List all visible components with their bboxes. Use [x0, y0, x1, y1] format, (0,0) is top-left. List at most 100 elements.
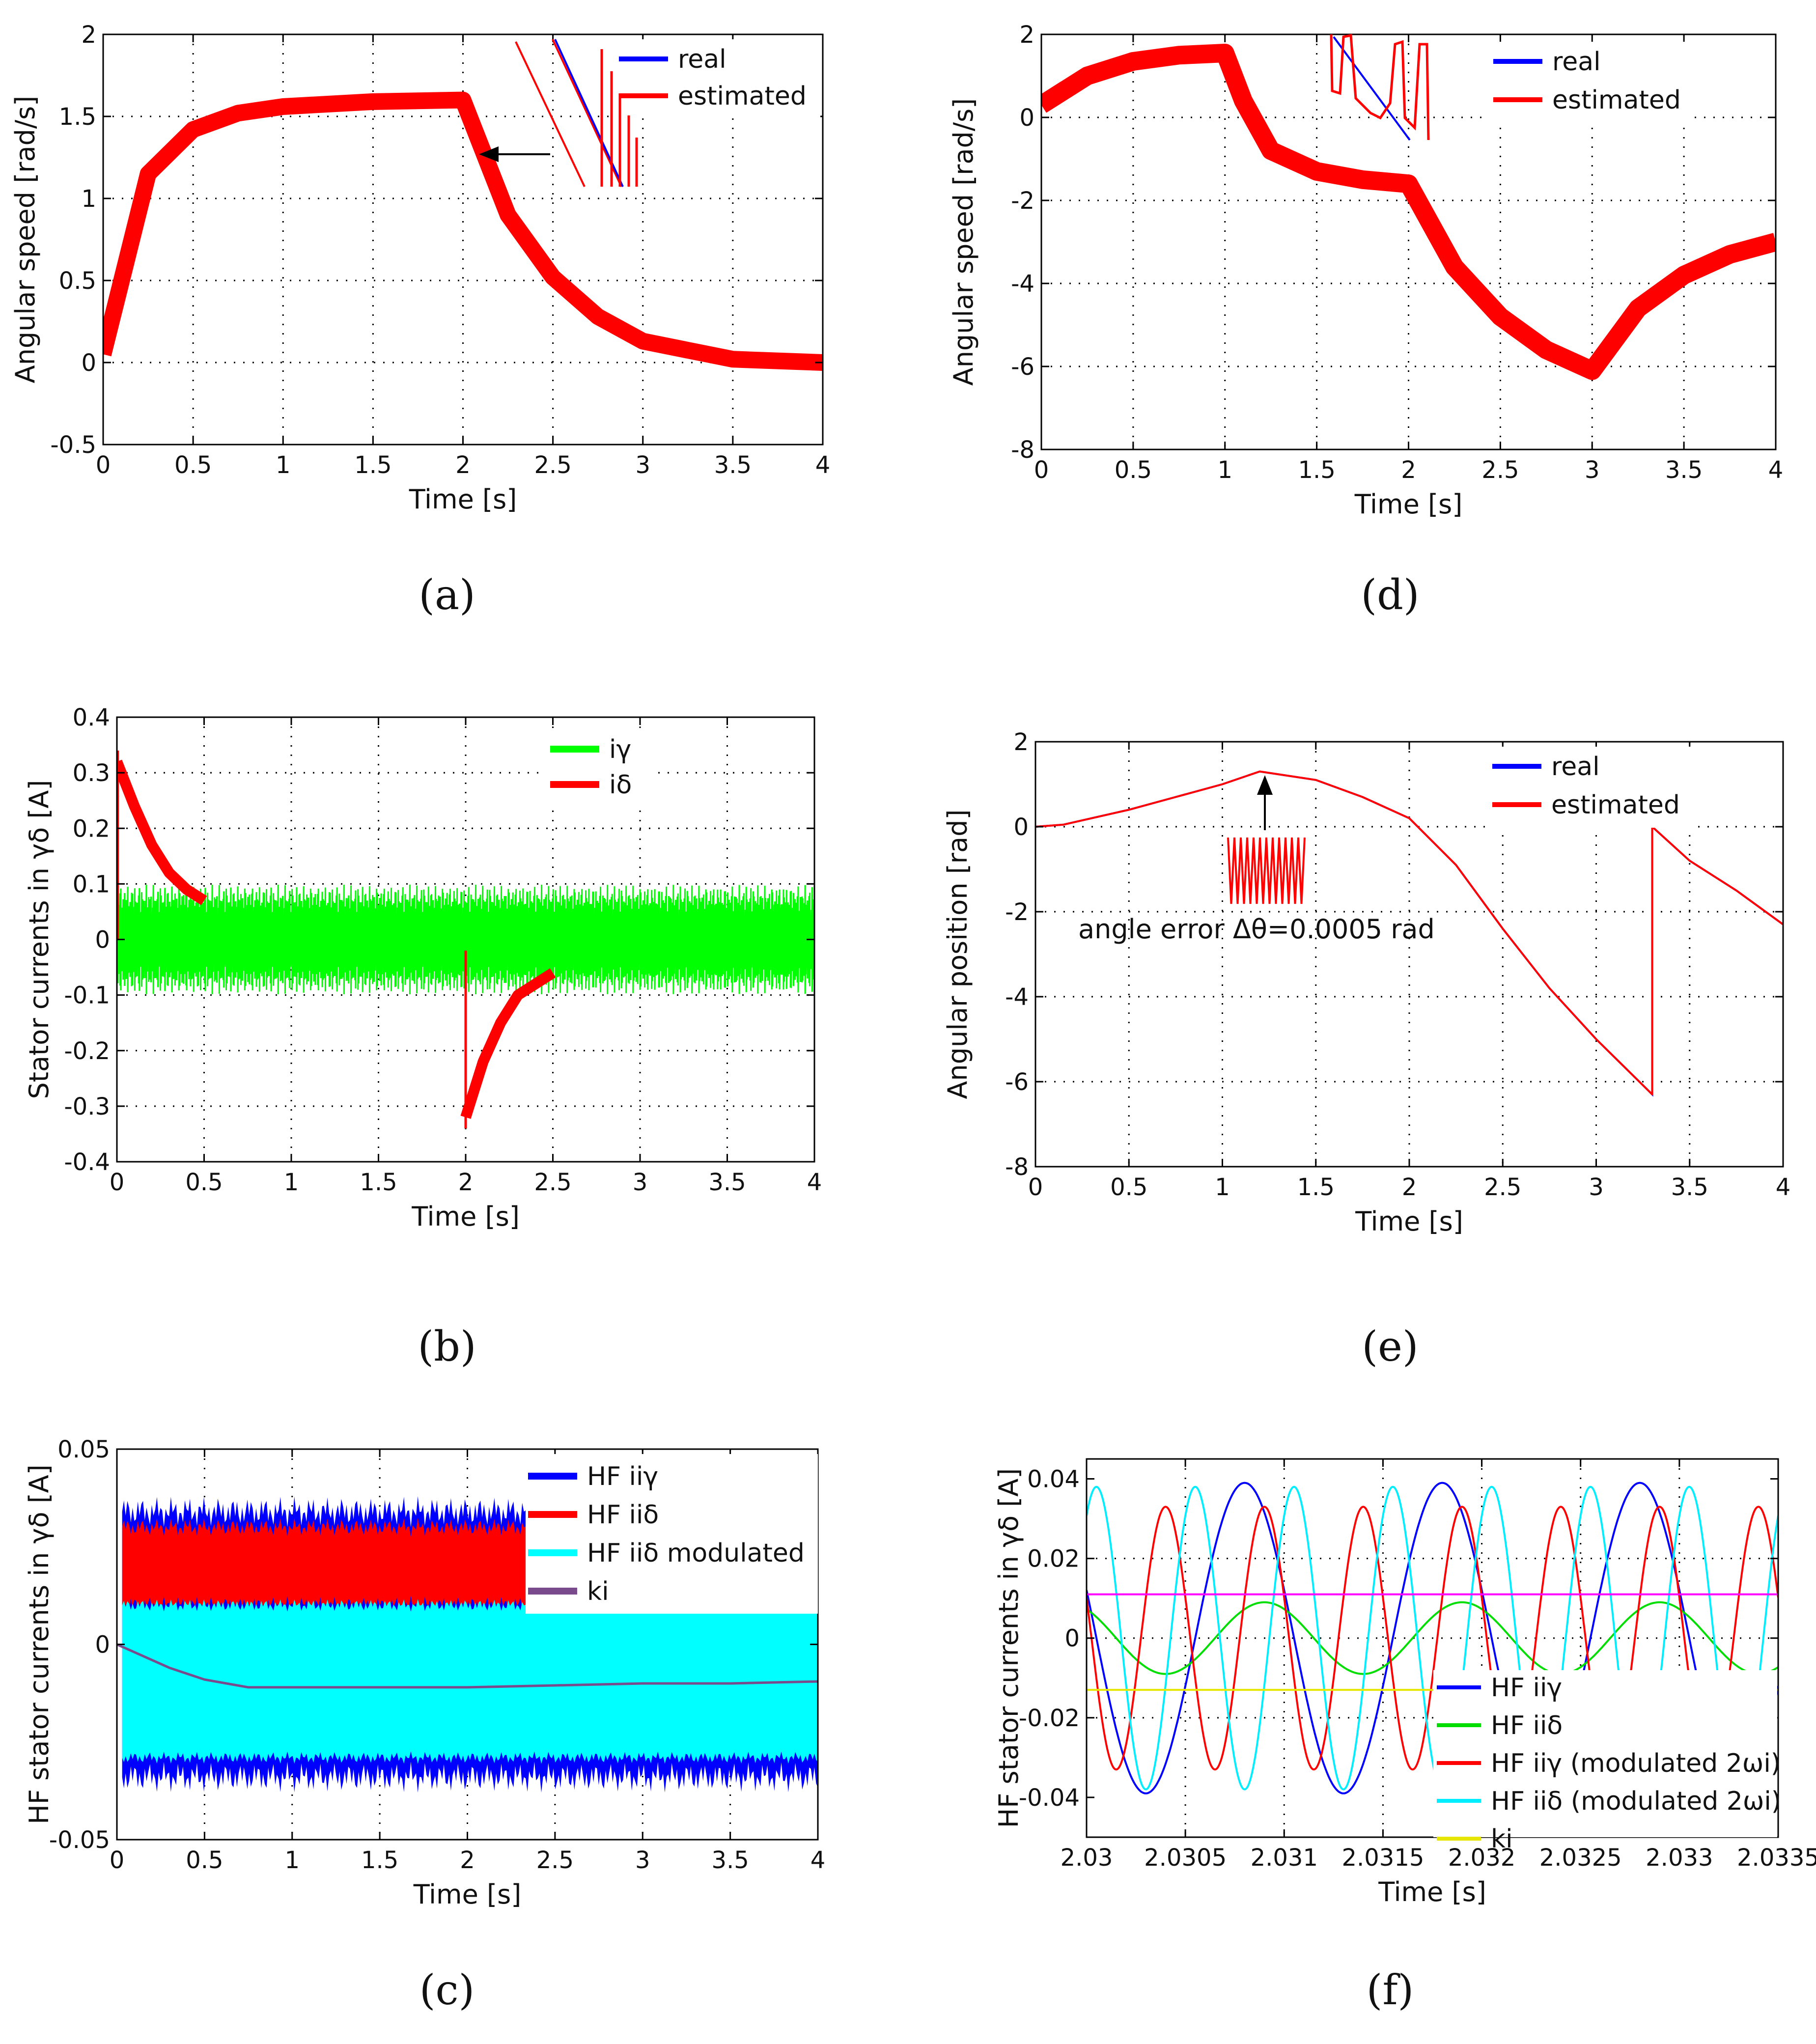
x-tick-label: 1	[284, 1847, 300, 1874]
x-tick-label: 4	[1776, 1174, 1791, 1201]
y-tick-label: -0.3	[64, 1093, 110, 1120]
x-tick-label: 2	[1402, 1174, 1417, 1201]
x-tick-label: 2.032	[1448, 1844, 1515, 1872]
legend: HF iiγ HF iiδ HF iiγ (modulated 2ωi) HF iiδ…	[1433, 1670, 1781, 1854]
y-tick-label: 0.05	[57, 1436, 110, 1463]
x-axis-label: Time [s]	[409, 484, 517, 515]
x-tick-label: 1.5	[354, 451, 391, 479]
series-estimated-line	[1035, 770, 1783, 1095]
x-tick-label: 2.0325	[1539, 1844, 1622, 1872]
legend-background	[526, 1454, 818, 1614]
legend: iγ iδ	[545, 732, 658, 806]
zoom-inset	[1330, 33, 1430, 141]
y-tick-label: -8	[1011, 436, 1034, 464]
legend-label: iδ	[609, 770, 632, 800]
panel-e: 0 0.5 1 1.5 2 2.5 3 3.5 4 -8 -6 -4 -2 0 2 Time [s] Angul…	[942, 728, 1790, 1371]
series-estimated-line	[1041, 44, 1776, 380]
zoom-red-trace	[1330, 33, 1430, 140]
zoom-red-line	[552, 39, 622, 187]
y-tick-label: 2	[1019, 21, 1034, 49]
legend: real estimated	[1487, 747, 1694, 828]
x-tick-label: 0	[110, 1169, 125, 1196]
x-axis-label: Time [s]	[1354, 489, 1463, 520]
legend-label: HF iiδ	[1491, 1711, 1563, 1740]
x-tick-label: 2.5	[534, 1169, 571, 1196]
y-tick-label: 1	[81, 185, 96, 213]
y-tick-label: -8	[1005, 1153, 1029, 1181]
y-tick-label: 0.5	[59, 267, 96, 295]
x-tick-label: 3.5	[1671, 1174, 1708, 1201]
y-tick-label: 0.2	[73, 815, 110, 842]
legend: HF iiγ HF iiδ HF iiδ modulated ki	[526, 1454, 818, 1614]
x-tick-label: 3.5	[1665, 456, 1703, 484]
x-tick-label: 4	[807, 1169, 822, 1196]
x-tick-label: 0.5	[174, 451, 212, 479]
x-tick-label: 2.033	[1646, 1844, 1713, 1872]
x-tick-label: 0.5	[185, 1169, 223, 1196]
y-tick-label: 0.02	[1027, 1545, 1080, 1573]
y-tick-label: -0.04	[1019, 1784, 1080, 1812]
x-tick-label: 1	[1217, 456, 1232, 484]
panel-d: 0 0.5 1 1.5 2 2.5 3 3.5 4 -8 -6 -4 -2 0 2 Time [s] Angul…	[948, 21, 1783, 619]
y-tick-label: -0.02	[1019, 1705, 1080, 1732]
x-tick-label: 3	[635, 451, 650, 479]
series-ki-line	[117, 1643, 818, 1689]
axes-frame	[1086, 1458, 1779, 1838]
plot-area	[103, 91, 823, 371]
y-tick-label: -4	[1011, 270, 1034, 298]
x-tick-label: 1.5	[1298, 456, 1335, 484]
y-tick-label: 0.04	[1027, 1466, 1080, 1493]
panel-caption: (b)	[418, 1322, 476, 1371]
y-tick-label: 0	[1064, 1625, 1080, 1652]
series-estimated-line	[103, 91, 823, 371]
x-tick-label: 1.5	[360, 1169, 397, 1196]
legend-label: ki	[1491, 1824, 1513, 1854]
y-tick-label: -6	[1005, 1068, 1029, 1096]
x-tick-label: 2.5	[534, 451, 571, 479]
y-axis-label: HF stator currents in γδ [A]	[24, 1464, 55, 1824]
series-line-2	[1087, 1506, 1778, 1771]
x-axis-label: Time [s]	[1378, 1876, 1486, 1907]
zoom-inset	[1227, 775, 1306, 904]
y-axis-label: Stator currents in γδ [A]	[24, 780, 55, 1099]
legend: real estimated	[1488, 42, 1695, 123]
x-axis-label: Time [s]	[411, 1201, 520, 1232]
plot-area	[1041, 44, 1776, 380]
x-tick-label: 2.0335	[1737, 1844, 1816, 1872]
y-tick-label: 0.4	[73, 704, 110, 731]
y-tick-label: 2	[1013, 728, 1029, 756]
y-tick-label: -2	[1011, 187, 1034, 215]
x-tick-label: 4	[1768, 456, 1784, 484]
y-tick-label: 0	[95, 926, 110, 954]
x-tick-label: 0	[110, 1847, 125, 1874]
plot-area	[1035, 770, 1783, 1097]
y-tick-label: -0.5	[50, 431, 96, 459]
legend-label: ki	[587, 1577, 609, 1606]
panel-f: 2.03 2.0305 2.031 2.0315 2.032 2.0325 2.033 2.0…	[993, 1458, 1816, 2014]
x-tick-label: 0	[1028, 1174, 1043, 1201]
x-tick-label: 3.5	[708, 1169, 746, 1196]
y-tick-label: 0	[1013, 813, 1029, 841]
plot-area	[117, 750, 814, 1129]
legend-label: HF iiγ	[587, 1462, 658, 1491]
zoom-arrow-head	[479, 146, 499, 162]
series-idelta-line	[117, 759, 207, 905]
x-tick-label: 2.03	[1061, 1844, 1113, 1872]
x-tick-label: 2.031	[1251, 1844, 1318, 1872]
y-tick-label: 0.3	[73, 759, 110, 787]
x-tick-label: 4	[815, 451, 831, 479]
y-tick-label: 0	[81, 349, 96, 377]
x-tick-label: 4	[810, 1847, 826, 1874]
x-tick-label: 0	[96, 451, 111, 479]
y-tick-label: -4	[1005, 983, 1029, 1011]
legend-background	[1433, 1670, 1777, 1837]
x-tick-label: 0.5	[1115, 456, 1152, 484]
x-tick-label: 1	[284, 1169, 299, 1196]
y-axis-label: HF stator currents in γδ [A]	[993, 1468, 1024, 1828]
x-tick-label: 2	[455, 451, 471, 479]
x-tick-label: 3	[1585, 456, 1600, 484]
x-axis-label: Time [s]	[1355, 1206, 1463, 1237]
x-tick-label: 2.5	[536, 1847, 574, 1874]
